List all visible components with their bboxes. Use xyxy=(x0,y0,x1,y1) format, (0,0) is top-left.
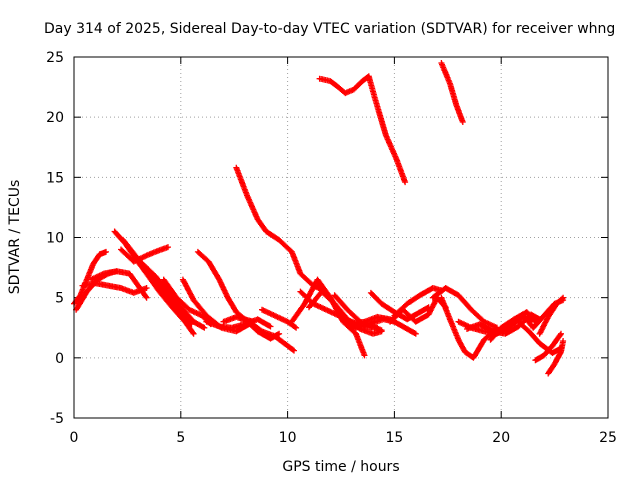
series-markers xyxy=(429,285,500,331)
series-markers xyxy=(438,60,466,125)
series-markers xyxy=(391,285,445,319)
grid xyxy=(74,57,608,418)
series-markers xyxy=(316,73,409,186)
series-markers xyxy=(259,306,300,331)
x-tick-label: 25 xyxy=(599,430,617,446)
x-tick-label: 0 xyxy=(70,430,79,446)
series-track-30 xyxy=(438,60,466,125)
y-tick-label: 5 xyxy=(55,291,64,307)
series-markers xyxy=(88,268,150,301)
x-tick-label: 5 xyxy=(176,430,185,446)
x-tick-label: 10 xyxy=(279,430,297,446)
series-track-15 xyxy=(233,164,327,294)
x-tick-label: 15 xyxy=(385,430,403,446)
series-track-28 xyxy=(429,285,500,331)
series-markers xyxy=(545,338,567,377)
y-axis-ticks: -5 0 5 10 15 20 25 xyxy=(46,50,608,427)
series-track-17 xyxy=(259,306,300,331)
series-markers xyxy=(438,294,500,361)
y-tick-label: 20 xyxy=(46,110,64,126)
chart-title: Day 314 of 2025, Sidereal Day-to-day VTE… xyxy=(44,21,615,37)
series-markers xyxy=(137,258,195,325)
data-points xyxy=(71,60,567,377)
y-tick-label: 10 xyxy=(46,231,64,247)
x-axis-label: GPS time / hours xyxy=(282,459,399,475)
y-axis-label: SDTVAR / TECUs xyxy=(7,180,23,295)
series-track-04 xyxy=(88,268,150,301)
y-tick-label: 15 xyxy=(46,170,64,186)
y-tick-label: 0 xyxy=(55,351,64,367)
series-track-24 xyxy=(348,313,419,337)
series-markers xyxy=(241,316,283,342)
y-tick-label: 25 xyxy=(46,50,64,66)
series-track-09 xyxy=(137,258,195,325)
series-markers xyxy=(348,313,419,337)
series-markers xyxy=(536,294,567,337)
series-track-38 xyxy=(545,338,567,377)
series-markers xyxy=(532,330,564,364)
series-track-16 xyxy=(241,316,283,342)
plot-frame xyxy=(73,56,609,419)
series-markers xyxy=(233,164,327,294)
x-tick-label: 20 xyxy=(492,430,510,446)
x-axis-ticks: 0 5 10 15 20 25 xyxy=(70,57,617,446)
series-track-36 xyxy=(532,330,564,364)
series-track-37 xyxy=(536,294,567,337)
y-tick-label: -5 xyxy=(50,411,64,427)
series-track-27 xyxy=(391,285,445,319)
series-track-22 xyxy=(316,73,409,186)
series-track-29 xyxy=(438,294,500,361)
